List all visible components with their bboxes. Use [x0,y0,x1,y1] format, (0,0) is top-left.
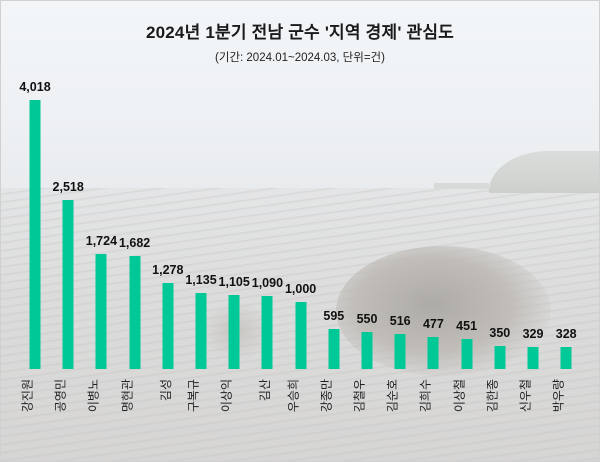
category-label: 강진원 [19,379,52,439]
category-label-text: 김산 [258,379,273,402]
category-label: 구복규 [185,379,218,439]
data-label: 1,278 [152,263,184,277]
bar [560,347,572,369]
bar-group: 516 [384,312,417,369]
bar-group: 1,724 [85,232,118,369]
category-label-text: 김한종 [485,379,500,413]
category-label-text: 강진원 [20,379,35,413]
bar-group: 2,518 [52,178,85,369]
data-label: 1,090 [251,276,284,290]
category-label: 강종만 [317,379,350,439]
category-label: 우승희 [284,379,317,439]
bar [461,339,473,369]
category-label: 박우량 [550,379,583,439]
category-label-text: 박우량 [551,379,566,413]
bar [394,334,406,369]
category-label: 이상익 [218,379,251,439]
bar-group: 350 [483,324,516,369]
bar-group: 1,682 [118,234,151,369]
category-label: 이상철 [450,379,483,439]
data-label: 1,135 [185,273,217,287]
data-label: 516 [389,314,411,328]
chart-title: 2024년 1분기 전남 군수 '지역 경제' 관심도 [145,23,455,42]
category-label-text: 공영민 [53,379,68,413]
bar [129,256,141,369]
category-label-text: 구복규 [186,379,201,413]
category-label: 김희수 [417,379,450,439]
bar-group: 595 [317,307,350,369]
data-label: 4,018 [19,80,51,94]
bar [361,332,373,369]
category-label: 김순호 [384,379,417,439]
data-label: 1,105 [218,275,250,289]
bar [228,295,240,369]
data-label: 1,000 [284,282,317,296]
category-label-text: 강종만 [319,379,334,413]
bar-group: 4,018 [19,78,52,369]
bar [95,254,107,369]
bar [62,200,74,369]
bar-group: 328 [550,325,583,369]
chart-subtitle: (기간: 2024.01~2024.03, 단위=건) [215,52,385,64]
bar [29,100,41,369]
bar-group: 1,278 [151,261,184,369]
category-label: 김산 [251,379,284,439]
data-label: 451 [456,319,478,333]
background-pier [434,183,489,189]
background-sky [1,1,599,189]
category-label: 이병노 [85,379,118,439]
category-label: 명현관 [118,379,151,439]
data-label: 1,682 [118,236,151,250]
data-label: 350 [489,326,511,340]
category-label-text: 명현관 [120,379,135,413]
category-label-text: 김순호 [385,379,400,413]
category-label-text: 김성 [158,379,173,402]
category-label: 공영민 [52,379,85,439]
data-label: 477 [422,317,444,331]
category-label-text: 이상철 [452,379,467,413]
bar [162,283,174,369]
category-label: 신우철 [517,379,550,439]
category-label: 김한종 [483,379,516,439]
data-label: 2,518 [52,180,84,194]
bar [295,302,307,369]
bar [328,329,340,369]
bar-group: 451 [450,317,483,369]
bar-group: 1,090 [251,274,284,369]
category-label: 김철우 [351,379,384,439]
bar [261,296,273,369]
category-label-text: 김희수 [418,379,433,413]
bar-group: 1,135 [185,271,218,369]
category-label-text: 우승희 [286,379,301,413]
data-label: 595 [323,309,345,323]
bar [427,337,439,369]
data-label: 1,724 [85,234,118,248]
bar-group: 329 [517,325,550,369]
bar [195,293,207,369]
bar-group: 477 [417,315,450,369]
category-label: 김성 [151,379,184,439]
data-label: 550 [356,312,378,326]
bar [527,347,539,369]
category-label-text: 김철우 [352,379,367,413]
data-label: 328 [555,327,577,341]
category-label-text: 이상익 [219,379,234,413]
category-label-text: 신우철 [518,379,533,413]
bar-group: 1,105 [218,273,251,369]
data-label: 329 [522,327,544,341]
bar [494,346,506,369]
category-label-text: 이병노 [86,379,101,413]
bar-group: 550 [351,310,384,369]
bar-group: 1,000 [284,280,317,369]
